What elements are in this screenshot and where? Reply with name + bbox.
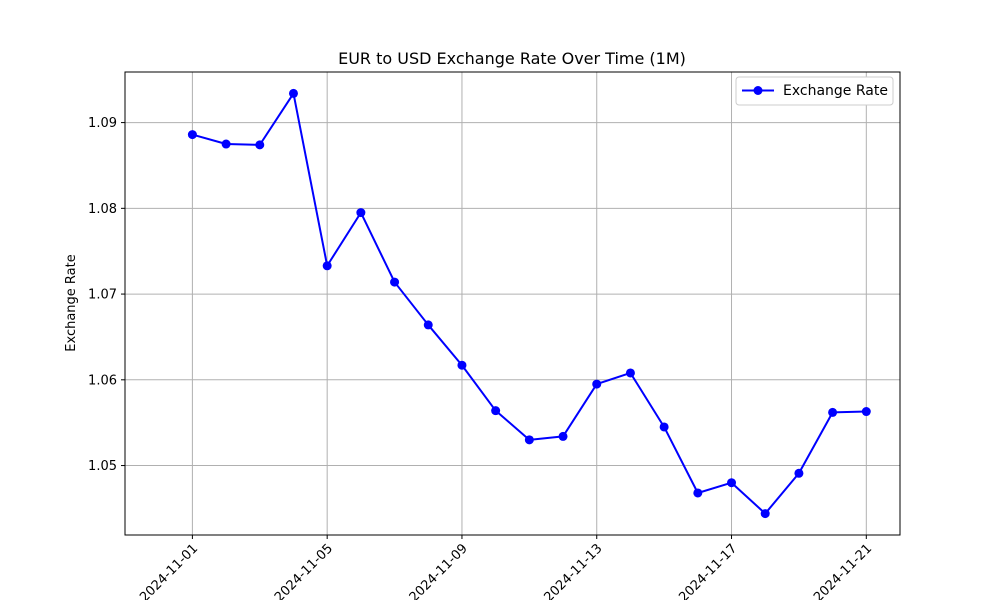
data-point bbox=[524, 435, 534, 445]
legend-marker-swatch bbox=[753, 86, 763, 95]
data-point bbox=[760, 509, 770, 519]
data-point bbox=[693, 488, 703, 498]
legend-box bbox=[735, 76, 894, 106]
data-point bbox=[625, 368, 635, 378]
data-point bbox=[794, 468, 804, 478]
data-point bbox=[828, 407, 838, 417]
data-point bbox=[457, 360, 467, 370]
y-axis-label: Exchange Rate bbox=[64, 254, 79, 351]
legend-label: Exchange Rate bbox=[783, 83, 888, 99]
data-point bbox=[187, 130, 197, 140]
data-point bbox=[659, 422, 669, 432]
chart-title: EUR to USD Exchange Rate Over Time (1M) bbox=[338, 49, 686, 68]
data-point bbox=[221, 139, 231, 149]
grid bbox=[125, 72, 900, 535]
data-point bbox=[558, 431, 568, 441]
y-tick-label: 1.06 bbox=[88, 373, 117, 388]
data-point bbox=[592, 379, 602, 389]
data-point bbox=[288, 88, 298, 98]
data-point bbox=[861, 407, 871, 417]
data-point bbox=[727, 478, 737, 488]
series-layer bbox=[187, 88, 871, 519]
y-tick-label: 1.09 bbox=[88, 116, 117, 131]
data-point bbox=[491, 406, 501, 416]
data-point bbox=[390, 277, 400, 287]
data-point bbox=[423, 320, 433, 330]
data-point bbox=[356, 208, 366, 218]
legend: Exchange Rate bbox=[735, 76, 894, 106]
y-tick-label: 1.05 bbox=[88, 459, 117, 474]
y-tick-label: 1.08 bbox=[88, 202, 117, 217]
data-point bbox=[255, 140, 265, 150]
y-tick-label: 1.07 bbox=[88, 288, 117, 303]
data-point bbox=[322, 261, 332, 271]
plot-area-frame bbox=[124, 71, 901, 536]
